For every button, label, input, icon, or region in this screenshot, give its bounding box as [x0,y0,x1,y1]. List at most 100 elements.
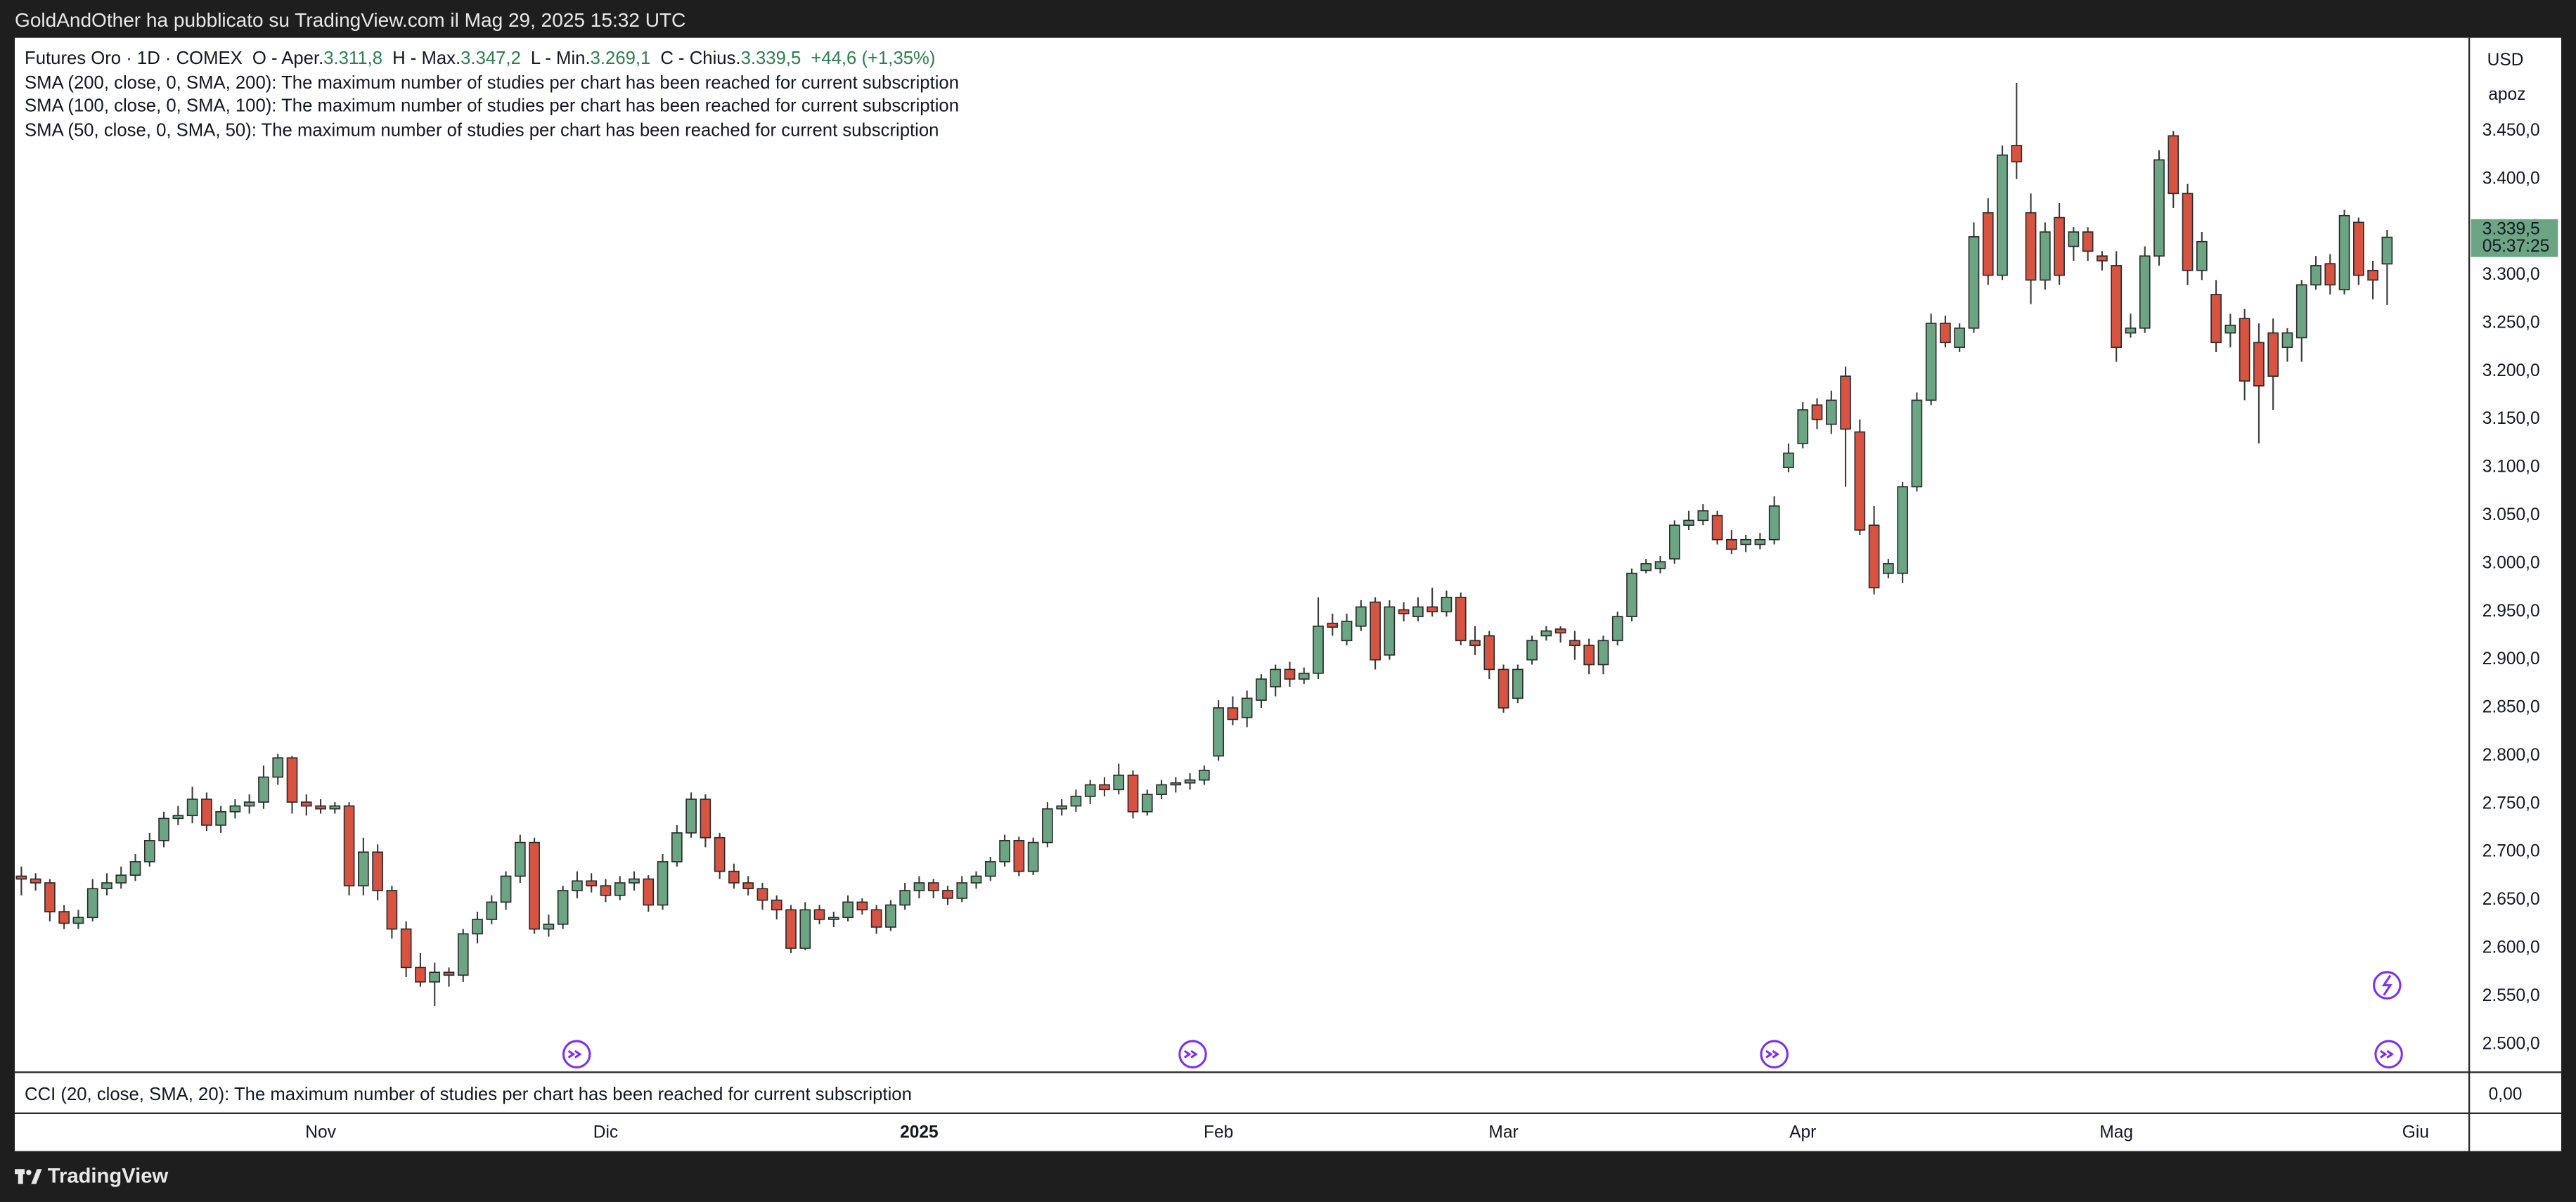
candle-body [586,880,598,886]
candle-body [913,882,925,891]
candle-body [2381,236,2393,265]
candle-body [1355,606,1367,627]
x-tick-label: Mag [2099,1123,2133,1142]
candle-body [657,861,669,906]
event-icon[interactable] [2374,1040,2403,1068]
candle-body [543,923,555,930]
candle-body [1940,323,1951,344]
candle-body [1469,640,1481,646]
candle-body [400,928,412,969]
candle-body [115,874,127,884]
candle-body [2111,265,2123,348]
event-icon[interactable] [1760,1040,1789,1068]
candle-body [300,801,312,807]
candle-body [1412,606,1424,617]
candle-body [515,841,526,877]
candle-body [2310,265,2321,286]
close-label: C - Chius. [660,49,740,68]
candle-body [614,882,626,896]
news-icon[interactable] [2373,971,2402,1000]
candle-body [700,799,711,839]
candle-body [557,890,569,925]
event-icons [562,971,2403,1068]
candle-body [629,878,640,884]
candle-body [2182,193,2194,271]
candle-body [1954,327,1966,348]
candle-body [1768,505,1780,541]
candle-body [1797,409,1809,444]
candle-body [970,875,982,884]
candle-body [215,810,226,826]
candle-body [315,805,326,810]
chart-area [15,37,2561,1151]
candle-body [1683,519,1694,526]
x-tick-label: Feb [1204,1123,1233,1142]
y-tick-label: 2.550,0 [2482,986,2540,1005]
candle-body [1227,707,1239,720]
candle-body [2196,240,2208,271]
candle-body [1313,625,1324,674]
y-tick-label: 2.600,0 [2482,938,2540,957]
candle-body [58,911,70,924]
candle-body [1526,640,1538,661]
candle-body [1583,645,1595,666]
y-tick-label: 3.000,0 [2482,553,2540,572]
y-tick-label: 2.750,0 [2482,794,2540,813]
y-tick-label: 3.150,0 [2482,409,2540,428]
x-tick-label: Apr [1789,1123,1816,1142]
y-tick-label: 3.300,0 [2482,265,2540,284]
study-legend: SMA (200, close, 0, SMA, 200): The maxim… [25,73,959,93]
candle-body [827,917,839,920]
cci-tick: 0,00 [2489,1085,2523,1104]
candle-body [643,878,655,906]
y-tick-label: 2.500,0 [2482,1034,2540,1053]
candle-body [1854,431,1866,531]
candle-body [1997,154,2008,276]
candle-body [1427,606,1438,613]
candle-body [1783,452,1794,468]
candle-body [1270,668,1282,687]
candle-body [30,878,41,884]
candle-body [771,899,783,911]
candle-body [756,888,768,901]
candle-body [856,901,868,911]
candle-body [2267,332,2279,377]
candle-body [1341,621,1353,642]
candle-body [2239,318,2250,382]
candle-body [799,909,811,949]
event-icon[interactable] [1178,1040,1207,1068]
top-bar-text: GoldAndOther ha pubblicato su TradingVie… [15,9,685,31]
candle-body [457,933,469,976]
candle-body [1070,796,1082,807]
candle-body [1213,707,1224,757]
currency: USD [2487,51,2524,70]
candle-body [956,882,968,899]
candle-body [1611,616,1623,642]
candle-body [1668,524,1680,560]
candle-body [243,801,255,807]
y-tick-label: 2.800,0 [2482,746,2540,765]
candle-body [1027,841,1039,872]
open-value: 3.311,8 [323,49,382,68]
candle-body [415,967,426,983]
candle-body [2295,284,2307,339]
candle-body [1013,840,1025,872]
candle-body [2139,255,2151,329]
candle-body [1569,640,1580,646]
candle-body [1141,794,1153,813]
candle-body [899,890,910,906]
candle-body [927,882,939,891]
candle-body [2097,255,2108,261]
candle-body [728,870,740,884]
candle-body [1384,606,1396,656]
event-icon[interactable] [562,1040,591,1068]
y-tick-label: 3.100,0 [2482,458,2540,477]
candle-body [443,971,455,976]
x-tick-label: Giu [2402,1123,2429,1142]
candle-body [1740,538,1751,545]
candle-body [2125,327,2137,334]
footer-logo [15,1169,42,1184]
candle-body [1184,779,1196,784]
